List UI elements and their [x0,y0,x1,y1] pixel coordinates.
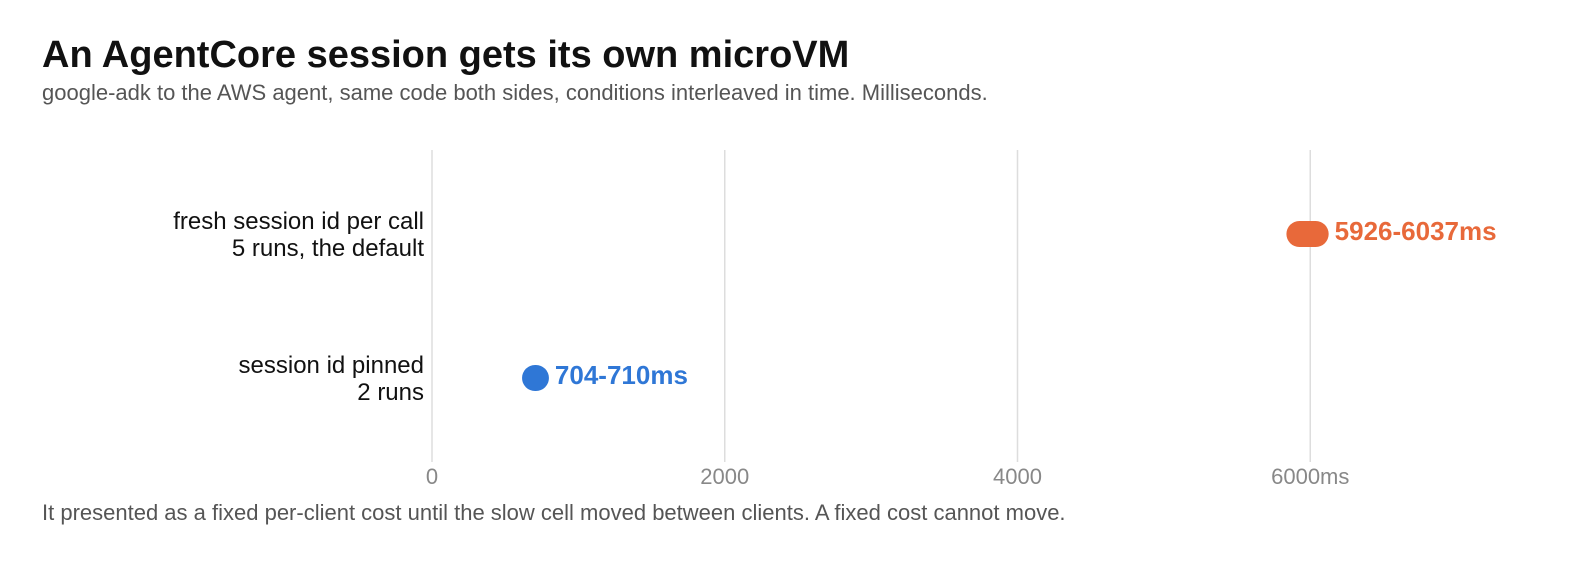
data-marks: 5926-6037ms 704-710ms [522,216,1497,391]
gridlines [431,150,1311,462]
row-label-1: session id pinned [239,352,424,379]
value-label-1: 704-710ms [555,360,688,390]
x-tick-label-3: 6000ms [1271,464,1349,489]
range-mark-0 [1286,221,1329,247]
chart-subtitle: google-adk to the AWS agent, same code b… [42,80,988,105]
range-dot-chart: 0 2000 4000 6000ms fresh session id per cal… [173,150,1497,489]
chart-title: An AgentCore session gets its own microV… [42,34,850,76]
row-sublabel-1: 2 runs [357,379,424,406]
x-tick-label-1: 2000 [700,464,749,489]
range-mark-1 [522,365,549,391]
value-label-0: 5926-6037ms [1335,216,1497,246]
x-tick-label-2: 4000 [993,464,1042,489]
chart-footnote: It presented as a fixed per-client cost … [42,500,1066,525]
x-tick-label-0: 0 [426,464,438,489]
row-sublabel-0: 5 runs, the default [232,235,424,262]
x-axis-ticks: 0 2000 4000 6000ms [426,464,1350,489]
row-label-0: fresh session id per call [173,208,424,235]
